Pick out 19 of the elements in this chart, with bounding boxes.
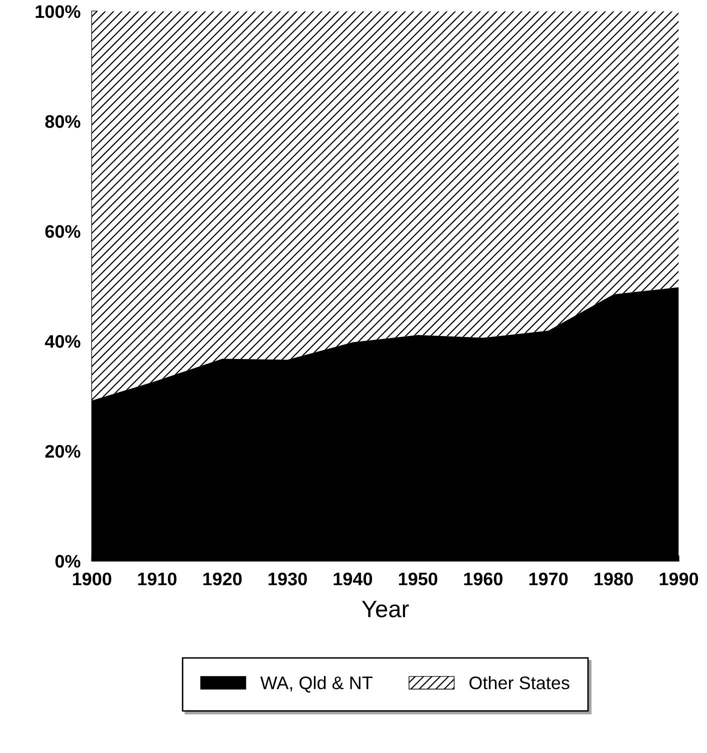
legend-label: Other States <box>469 676 570 690</box>
y-tick-label: 0% <box>55 554 80 568</box>
y-tick-label: 100% <box>36 5 80 18</box>
x-axis-title: Year <box>362 600 409 618</box>
x-tick-label: 1980 <box>594 572 633 586</box>
legend-label: WA, Qld & NT <box>260 676 373 693</box>
x-tick-label: 1900 <box>72 572 112 586</box>
x-tick-label: 1990 <box>660 572 698 586</box>
x-tick-label: 1940 <box>334 572 372 586</box>
x-tick-label: 1950 <box>398 572 438 586</box>
x-tick-label: 1930 <box>268 572 307 586</box>
x-tick-label: 1970 <box>529 572 568 586</box>
y-tick-label: 80% <box>45 115 80 128</box>
y-tick-label: 60% <box>45 225 80 238</box>
x-tick-label: 1960 <box>464 572 502 586</box>
x-tick-label: 1910 <box>138 572 176 586</box>
x-tick-label: 1920 <box>203 572 242 586</box>
y-tick-label: 40% <box>44 335 80 348</box>
y-tick-label: 20% <box>45 444 80 458</box>
